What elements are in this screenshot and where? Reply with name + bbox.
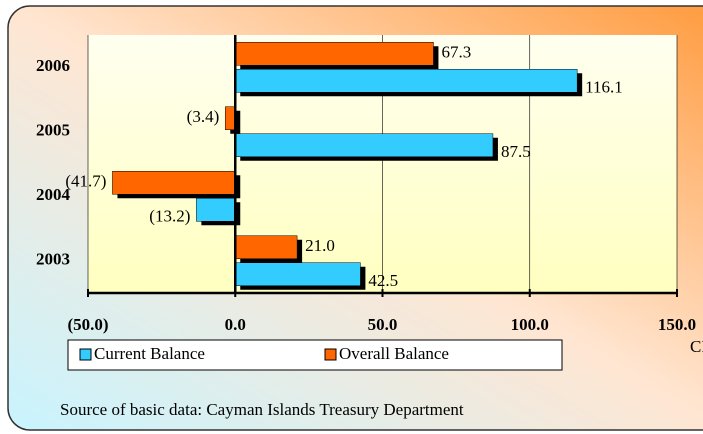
x-axis-label: CI$ m (690, 337, 703, 356)
bar (196, 198, 236, 222)
legend-label: Current Balance (94, 344, 205, 363)
x-tick-label: 150.0 (658, 315, 696, 334)
bar (235, 133, 494, 157)
data-label: (41.7) (65, 172, 106, 191)
bar (235, 42, 434, 66)
data-label: 116.1 (585, 78, 623, 97)
bar (235, 235, 298, 259)
y-tick-label: 2005 (36, 121, 70, 140)
y-tick-label: 2003 (36, 250, 70, 269)
y-tick-label: 2004 (36, 185, 71, 204)
source-note: Source of basic data: Cayman Islands Tre… (60, 400, 464, 419)
data-label: (3.4) (187, 107, 220, 126)
data-label: 87.5 (501, 142, 531, 161)
y-tick-label: 2006 (36, 56, 70, 75)
data-label: 21.0 (305, 236, 335, 255)
bar (235, 69, 578, 93)
data-label: (13.2) (149, 207, 190, 226)
x-tick-label: 100.0 (511, 315, 549, 334)
x-tick-label: 50.0 (368, 315, 398, 334)
x-tick-label: 0.0 (225, 315, 246, 334)
data-label: 42.5 (368, 271, 398, 290)
legend-swatch (324, 348, 337, 361)
data-label: 67.3 (441, 43, 471, 62)
x-tick-label: (50.0) (67, 315, 108, 334)
legend-label: Overall Balance (339, 344, 449, 363)
legend (67, 339, 563, 371)
bar (224, 106, 236, 130)
bar (235, 262, 361, 286)
legend-swatch (79, 348, 92, 361)
bar (112, 171, 236, 195)
